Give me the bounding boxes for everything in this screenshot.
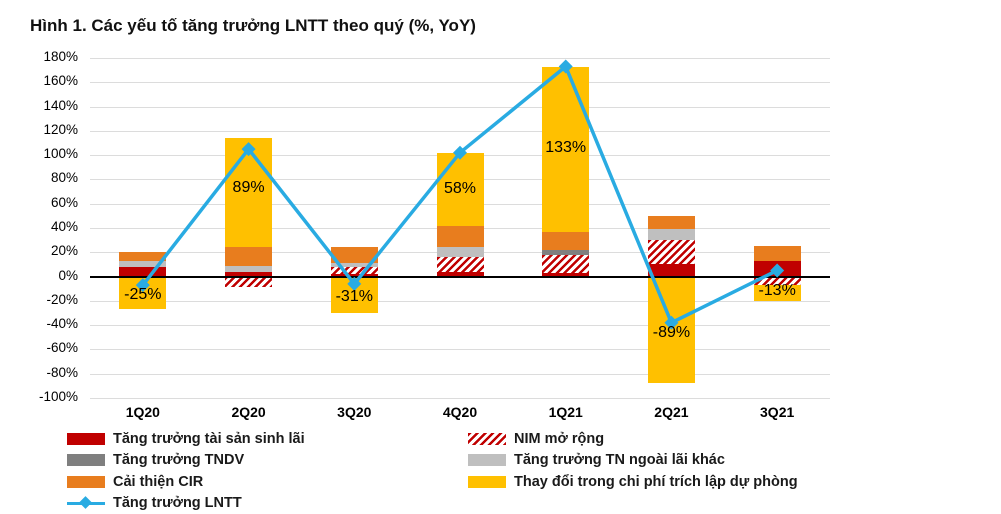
line-data-label: 89%	[204, 179, 294, 197]
bar-segment	[437, 257, 484, 272]
line-data-label: 133%	[521, 139, 611, 157]
legend-item: Tăng trưởng tài sản sinh lãi	[67, 428, 305, 450]
bar-segment	[542, 232, 589, 250]
x-axis-label: 1Q21	[526, 404, 606, 420]
legend-item: Tăng trưởng TNDV	[67, 450, 305, 472]
x-axis-label: 3Q20	[314, 404, 394, 420]
y-tick-label: -80%	[20, 365, 78, 380]
chart-title: Hình 1. Các yếu tố tăng trưởng LNTT theo…	[30, 16, 476, 36]
gridline	[90, 301, 830, 302]
bar-segment	[225, 247, 272, 265]
y-tick-label: -20%	[20, 292, 78, 307]
y-tick-label: 140%	[20, 98, 78, 113]
legend-label: NIM mở rộng	[514, 431, 604, 447]
bar-segment	[542, 255, 589, 273]
bar-segment	[119, 252, 166, 261]
legend-item: Tăng trưởng TN ngoài lãi khác	[468, 450, 798, 472]
legend-left-column: Tăng trưởng tài sản sinh lãi Tăng trưởng …	[67, 428, 305, 514]
gridline	[90, 82, 830, 83]
legend-item: Tăng trưởng LNTT	[67, 493, 305, 514]
bar-segment	[225, 266, 272, 272]
bar-segment	[754, 261, 801, 277]
legend-item: NIM mở rộng	[468, 428, 798, 450]
legend-label: Tăng trưởng tài sản sinh lãi	[113, 431, 305, 447]
legend-item: Cải thiện CIR	[67, 471, 305, 493]
line-data-label: 58%	[415, 180, 505, 198]
line-data-label: -25%	[98, 286, 188, 304]
legend-swatch-dark_gray-icon	[67, 454, 105, 466]
x-axis-label: 1Q20	[103, 404, 183, 420]
bar-segment	[542, 250, 589, 255]
y-tick-label: 40%	[20, 219, 78, 234]
zero-axis-line	[90, 276, 830, 278]
bar-segment	[331, 263, 378, 267]
legend-label: Thay đổi trong chi phí trích lập dự phòn…	[514, 474, 798, 490]
x-axis-label: 2Q20	[209, 404, 289, 420]
gridline	[90, 131, 830, 132]
line-data-label: -31%	[309, 288, 399, 306]
y-tick-label: -40%	[20, 316, 78, 331]
bar-segment	[648, 240, 695, 264]
y-tick-label: 80%	[20, 170, 78, 185]
gridline	[90, 58, 830, 59]
legend-label: Tăng trưởng LNTT	[113, 495, 242, 511]
x-axis-label: 3Q21	[737, 404, 817, 420]
y-tick-label: 120%	[20, 122, 78, 137]
y-tick-label: 0%	[20, 268, 78, 283]
bar-segment	[437, 226, 484, 248]
legend-right-column: NIM mở rộng Tăng trưởng TN ngoài lãi khác…	[468, 428, 798, 493]
bar-segment	[331, 247, 378, 263]
line-data-label: -89%	[626, 324, 716, 342]
legend-label: Tăng trưởng TN ngoài lãi khác	[514, 452, 725, 468]
legend-swatch-hatch_red-icon	[468, 433, 506, 445]
y-tick-label: 20%	[20, 243, 78, 258]
y-tick-label: -60%	[20, 340, 78, 355]
bar-segment	[648, 216, 695, 229]
legend-item: Thay đổi trong chi phí trích lập dự phòn…	[468, 471, 798, 493]
gridline	[90, 349, 830, 350]
gridline	[90, 107, 830, 108]
bar-segment	[437, 247, 484, 257]
y-tick-label: 100%	[20, 146, 78, 161]
bar-segment	[331, 267, 378, 274]
bar-segment	[648, 229, 695, 240]
y-tick-label: 180%	[20, 49, 78, 64]
bar-segment	[225, 277, 272, 288]
x-axis-label: 2Q21	[631, 404, 711, 420]
gridline	[90, 398, 830, 399]
bar-segment	[754, 246, 801, 261]
legend-swatch-yellow-icon	[468, 476, 506, 488]
line-data-label: -13%	[732, 282, 822, 300]
legend-swatch-line_blue-icon	[67, 497, 105, 509]
legend-label: Cải thiện CIR	[113, 474, 203, 490]
legend-swatch-orange-icon	[67, 476, 105, 488]
legend-swatch-light_gray-icon	[468, 454, 506, 466]
x-axis-label: 4Q20	[420, 404, 500, 420]
y-tick-label: 60%	[20, 195, 78, 210]
gridline	[90, 374, 830, 375]
bar-segment	[119, 261, 166, 267]
gridline	[90, 325, 830, 326]
y-tick-label: 160%	[20, 73, 78, 88]
legend-label: Tăng trưởng TNDV	[113, 452, 244, 468]
y-tick-label: -100%	[20, 389, 78, 404]
plot-area: -25% 89% -31% 58% 133% -89% -13%	[90, 58, 830, 398]
legend-swatch-dark_red-icon	[67, 433, 105, 445]
